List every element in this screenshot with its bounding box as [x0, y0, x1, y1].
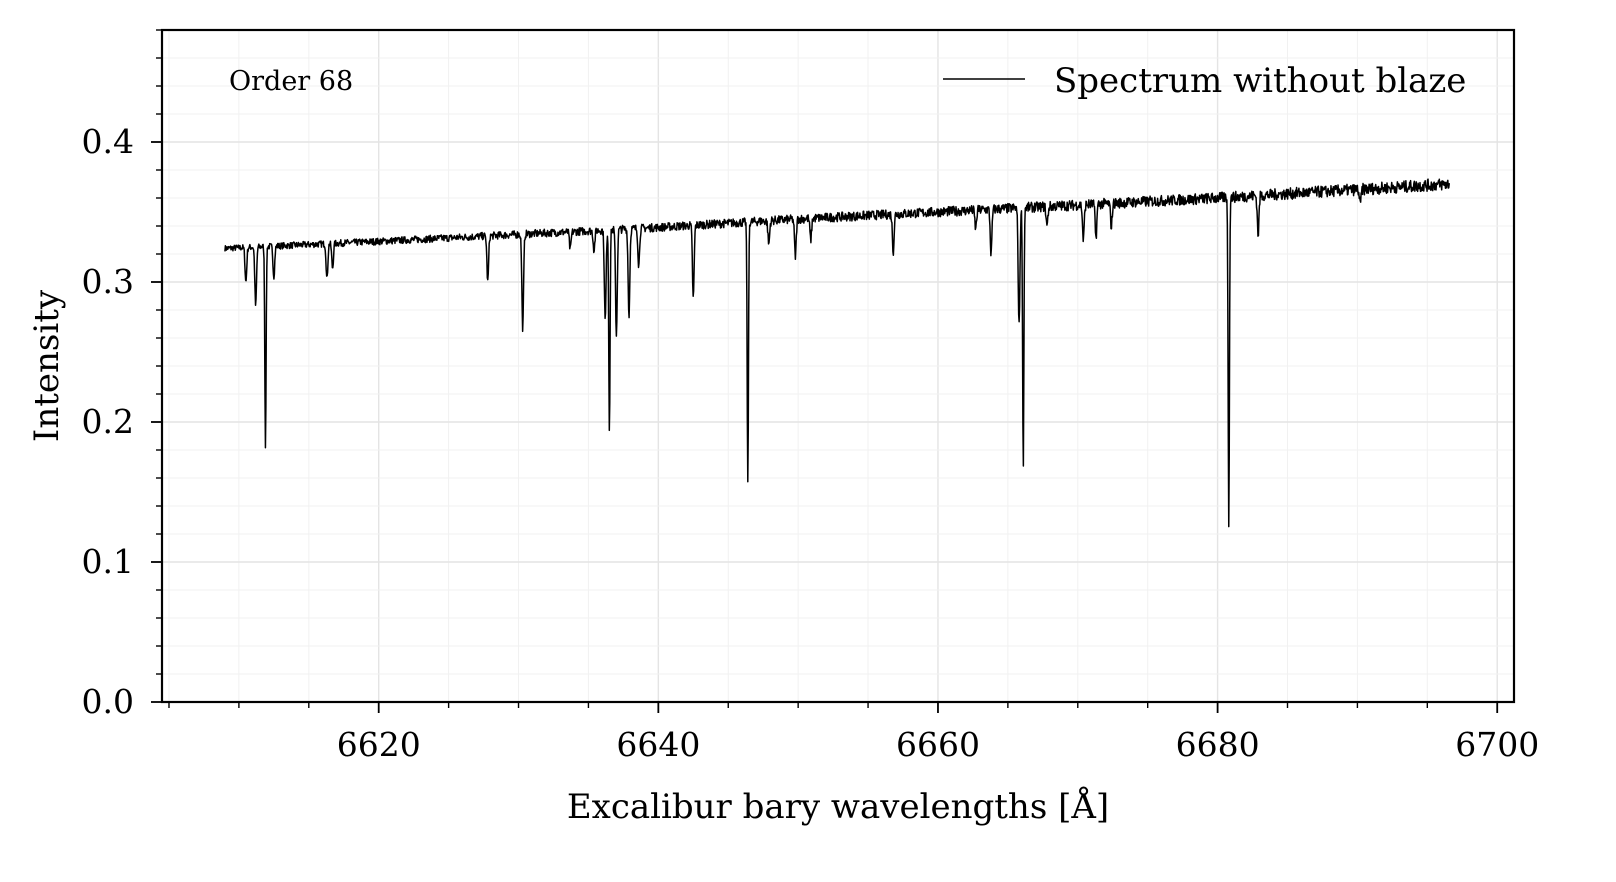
- y-tick-label: 0.0: [82, 682, 134, 721]
- tick-labels: 6620 6640 6660 6680 6700 0.0 0.1 0.2 0.3 0.4: [82, 122, 1540, 764]
- x-tick-label: 6680: [1176, 725, 1260, 764]
- x-tick-label: 6620: [337, 725, 421, 764]
- y-tick-label: 0.3: [82, 262, 134, 301]
- y-tick-label: 0.2: [82, 402, 134, 441]
- legend-label: Spectrum without blaze: [1054, 61, 1466, 101]
- y-tick-label: 0.1: [82, 542, 134, 581]
- x-axis-label: Excalibur bary wavelengths [Å]: [567, 786, 1109, 827]
- y-axis-label: Intensity: [27, 289, 67, 442]
- y-tick-label: 0.4: [82, 122, 134, 161]
- legend: Spectrum without blaze: [943, 61, 1466, 101]
- x-tick-label: 6700: [1455, 725, 1539, 764]
- order-annotation: Order 68: [229, 66, 353, 97]
- grid: [162, 29, 1514, 702]
- x-tick-label: 6660: [896, 725, 980, 764]
- series-layer: [224, 178, 1451, 528]
- ticks: [151, 29, 1499, 713]
- x-tick-label: 6640: [616, 725, 700, 764]
- series-line-spectrum: [224, 178, 1451, 528]
